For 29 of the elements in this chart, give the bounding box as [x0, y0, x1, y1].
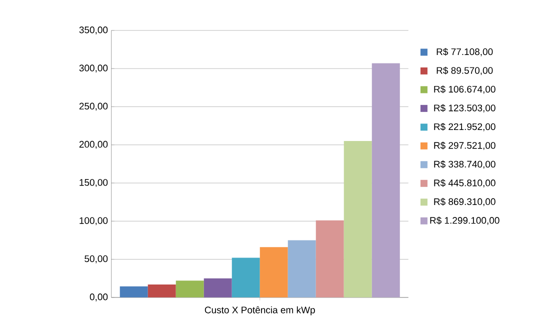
y-tick-label: 150,00: [80, 179, 108, 187]
legend-label: R$ 77.108,00: [436, 48, 493, 56]
x-axis-title: Custo X Potência em kWp: [204, 306, 315, 316]
legend-label: R$ 338.740,00: [434, 160, 496, 169]
bar: [344, 141, 372, 298]
y-tick-label: 100,00: [80, 217, 108, 226]
y-tick-label: 300,00: [79, 64, 108, 73]
bar: [260, 247, 288, 298]
bar: [316, 220, 344, 298]
bar: [176, 280, 204, 298]
legend-label: R$ 297.521,00: [434, 142, 496, 150]
bar: [372, 63, 400, 298]
legend-label: R$ 106.674,00: [434, 85, 496, 94]
bar: [288, 240, 316, 298]
bar: [148, 284, 176, 298]
bar: [204, 278, 232, 298]
legend-label: R$ 445.810,00: [434, 179, 496, 188]
y-tick-label: 250,00: [79, 102, 108, 111]
bar: [232, 258, 260, 298]
y-tick-label: 50,00: [84, 255, 108, 264]
y-tick-label: 350,00: [79, 26, 108, 34]
legend-label: R$ 869.310,00: [434, 198, 496, 206]
legend-label: R$ 1.299.100,00: [430, 216, 500, 225]
y-tick-label: 0,00: [90, 294, 108, 302]
y-tick-label: 200,00: [79, 140, 108, 149]
legend-label: R$ 89.570,00: [436, 66, 493, 75]
bar: [120, 286, 148, 298]
legend-label: R$ 123.503,00: [434, 104, 496, 112]
legend-label: R$ 221.952,00: [434, 122, 496, 132]
